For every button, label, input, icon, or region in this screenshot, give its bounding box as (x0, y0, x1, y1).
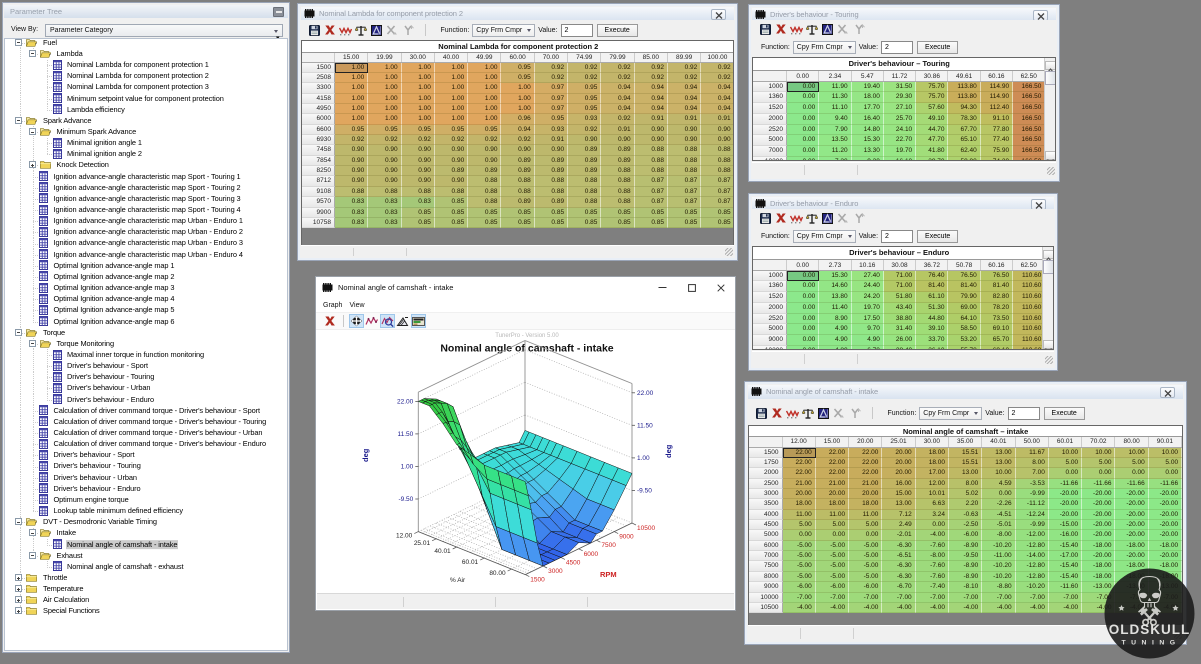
svg-text:11.50: 11.50 (637, 423, 653, 430)
svg-text:11.50: 11.50 (398, 431, 414, 438)
svg-text:9000: 9000 (619, 534, 634, 541)
svg-text:40.01: 40.01 (434, 548, 451, 555)
svg-text:RPM: RPM (600, 570, 617, 579)
svg-text:TunerPro - Version 5.00: TunerPro - Version 5.00 (495, 333, 559, 339)
svg-text:deg: deg (664, 444, 673, 458)
svg-text:7500: 7500 (601, 542, 616, 549)
svg-text:TUNING: TUNING (1121, 640, 1180, 647)
svg-text:1.00: 1.00 (637, 455, 650, 462)
svg-text:10500: 10500 (637, 525, 655, 532)
svg-text:6000: 6000 (584, 551, 599, 558)
svg-text:25.01: 25.01 (414, 540, 431, 547)
svg-text:22.00: 22.00 (397, 399, 414, 406)
svg-text:-9.50: -9.50 (637, 488, 652, 495)
svg-text:% Air: % Air (450, 577, 466, 584)
svg-text:1.00: 1.00 (401, 464, 414, 471)
svg-text:-9.50: -9.50 (398, 496, 413, 503)
svg-text:1500: 1500 (530, 577, 545, 584)
svg-text:4500: 4500 (566, 559, 581, 566)
svg-text:deg: deg (361, 448, 370, 462)
svg-text:60.01: 60.01 (462, 559, 479, 566)
svg-text:3000: 3000 (548, 568, 563, 575)
svg-text:80.00: 80.00 (489, 570, 506, 577)
svg-text:22.00: 22.00 (637, 390, 654, 397)
svg-text:12.00: 12.00 (396, 533, 413, 540)
svg-text:OLDSKULL: OLDSKULL (1109, 622, 1191, 637)
svg-text:Nominal angle of camshaft - in: Nominal angle of camshaft - intake (440, 343, 613, 355)
